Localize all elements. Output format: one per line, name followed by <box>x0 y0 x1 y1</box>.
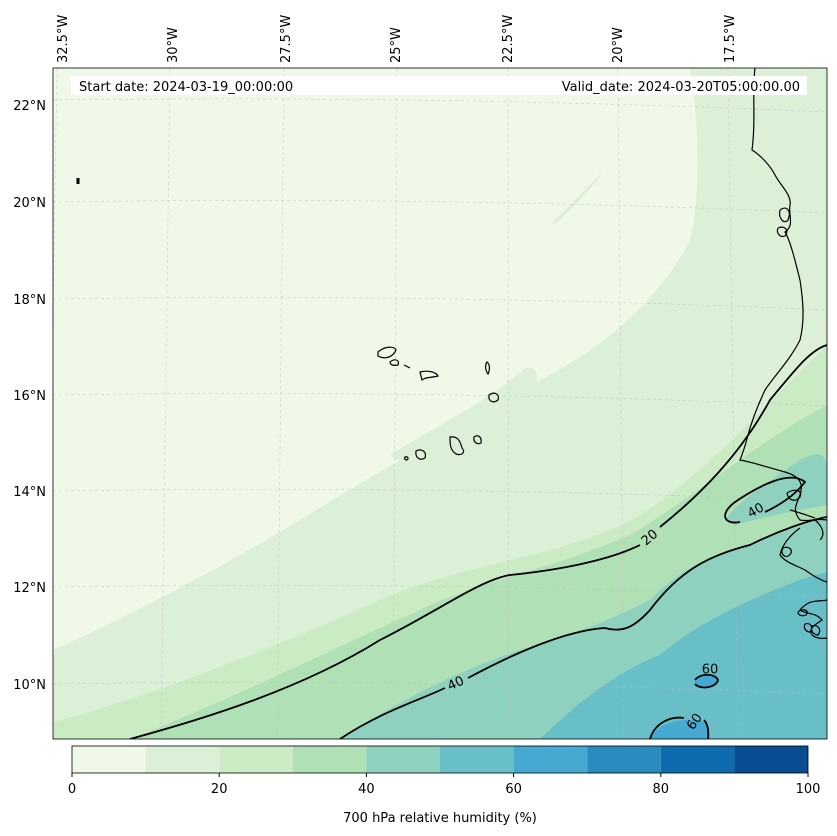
gridline-lon-22-5 <box>507 68 510 739</box>
colorbar-cell-50-60 <box>440 746 514 773</box>
gridline-lat-20 <box>53 200 827 214</box>
gridline-lon-27-5 <box>276 68 285 739</box>
lake-fragment <box>814 519 824 541</box>
gridline-lat-18 <box>53 297 827 311</box>
island-brava <box>404 456 409 461</box>
island-santiago <box>449 436 465 456</box>
africa-coastline <box>739 68 827 639</box>
colorbar-tick-label-0: 0 <box>68 782 76 797</box>
map-frame <box>52 67 828 740</box>
map-plot-area: 20 40 40 60 60 <box>53 68 827 739</box>
start-date-label: Start date: 2024-03-19_00:00:00 <box>79 80 293 95</box>
date-info-banner <box>71 76 807 95</box>
colorbar-cell-80-90 <box>660 746 735 773</box>
map-axes: 20 40 40 60 60 <box>13 15 828 740</box>
senegal-coast-detail <box>786 489 802 501</box>
lon-tick-32-5w: 32.5°W <box>56 15 71 63</box>
humidity-band-40-50-patch <box>725 454 827 525</box>
coastlines <box>739 68 827 639</box>
contour-line-40 <box>339 516 827 739</box>
canary-island <box>779 207 790 223</box>
colorbar-cell-60-70 <box>513 746 588 773</box>
colorbar-tick-label-40: 40 <box>358 782 375 797</box>
colorbar-cell-0-10 <box>72 746 146 773</box>
humidity-band-60-70-blob <box>695 674 718 688</box>
lat-tick-10n: 10°N <box>13 678 46 693</box>
lat-tick-22n: 22°N <box>13 99 46 114</box>
island-maio <box>473 435 482 445</box>
bijagos-island-3 <box>810 625 821 636</box>
colorbar-ticks: 0 20 40 60 80 100 <box>68 773 821 797</box>
gridline-lat-22 <box>53 98 827 113</box>
colorbar-cell-70-80 <box>587 746 661 773</box>
island-sao-vicente <box>389 359 400 366</box>
canary-island-2 <box>776 226 788 238</box>
lon-tick-20w: 20°W <box>611 27 626 63</box>
bijagos-island-1 <box>797 609 808 617</box>
island-sal <box>485 361 490 376</box>
gridline-lon-30 <box>160 68 171 739</box>
island-boa-vista <box>488 392 499 403</box>
contour-lines <box>129 344 827 739</box>
colorbar-frame <box>71 745 809 774</box>
lon-tick-22-5w: 22.5°W <box>501 15 516 63</box>
contour-label-40-north: 40 <box>745 500 767 521</box>
island-santa-luzia <box>403 364 411 369</box>
gambia-river <box>789 509 816 519</box>
contour-line-20 <box>129 344 827 739</box>
lon-tick-25w: 25°W <box>389 27 404 63</box>
colorbar-cell-10-20 <box>145 746 220 773</box>
gridline-lat-16 <box>53 393 827 407</box>
gridline-lat-14 <box>53 489 827 502</box>
colorbar-cell-20-30 <box>219 746 293 773</box>
lon-tick-27-5w: 27.5°W <box>279 15 294 63</box>
lon-tick-17-5w: 17.5°W <box>723 15 738 63</box>
contour-line-60-loop <box>694 673 719 689</box>
island-sao-nicolau <box>419 370 439 382</box>
colorbar-cell-90-100 <box>734 746 808 773</box>
lat-tick-18n: 18°N <box>13 293 46 308</box>
gridline-lon-17-5 <box>727 68 739 739</box>
colorbar-cell-30-40 <box>292 746 367 773</box>
island-santo-antao <box>377 346 397 359</box>
gridlines <box>53 68 827 739</box>
colorbar-tick-label-60: 60 <box>505 782 522 797</box>
gridline-lat-10 <box>53 682 827 695</box>
colorbar-cells <box>72 746 808 773</box>
gridline-lon-25 <box>392 68 398 739</box>
valid-date-label: Valid_date: 2024-03-20T05:00:00.00 <box>562 80 800 95</box>
lat-tick-14n: 14°N <box>13 485 46 500</box>
contour-label-60-blob: 60 <box>702 663 719 678</box>
humidity-band-10-20-tongue <box>390 367 537 495</box>
lat-tick-20n: 20°N <box>13 196 46 211</box>
lat-tick-12n: 12°N <box>13 581 46 596</box>
bijagos-island-2 <box>803 622 813 633</box>
lon-tick-30w: 30°W <box>166 27 181 63</box>
colorbar-tick-label-20: 20 <box>211 782 228 797</box>
gridline-lon-20 <box>617 68 625 739</box>
colorbar-tick-label-80: 80 <box>653 782 670 797</box>
humidity-band-50-60 <box>540 572 827 739</box>
humidity-band-60-70 <box>650 719 710 739</box>
colorbar-label: 700 hPa relative humidity (%) <box>343 811 537 826</box>
colorbar-tick-label-100: 100 <box>796 782 821 797</box>
island-fogo <box>415 449 427 460</box>
contour-label-40-south: 40 <box>445 674 466 695</box>
colorbar: 0 20 40 60 80 100 700 hPa relative humidity (… <box>68 745 821 826</box>
gridline-lat-12 <box>53 585 827 598</box>
guinea-bissau-islands <box>781 546 792 558</box>
cape-verde-islands <box>377 346 499 461</box>
colorbar-cell-40-50 <box>366 746 440 773</box>
lat-tick-16n: 16°N <box>13 389 46 404</box>
